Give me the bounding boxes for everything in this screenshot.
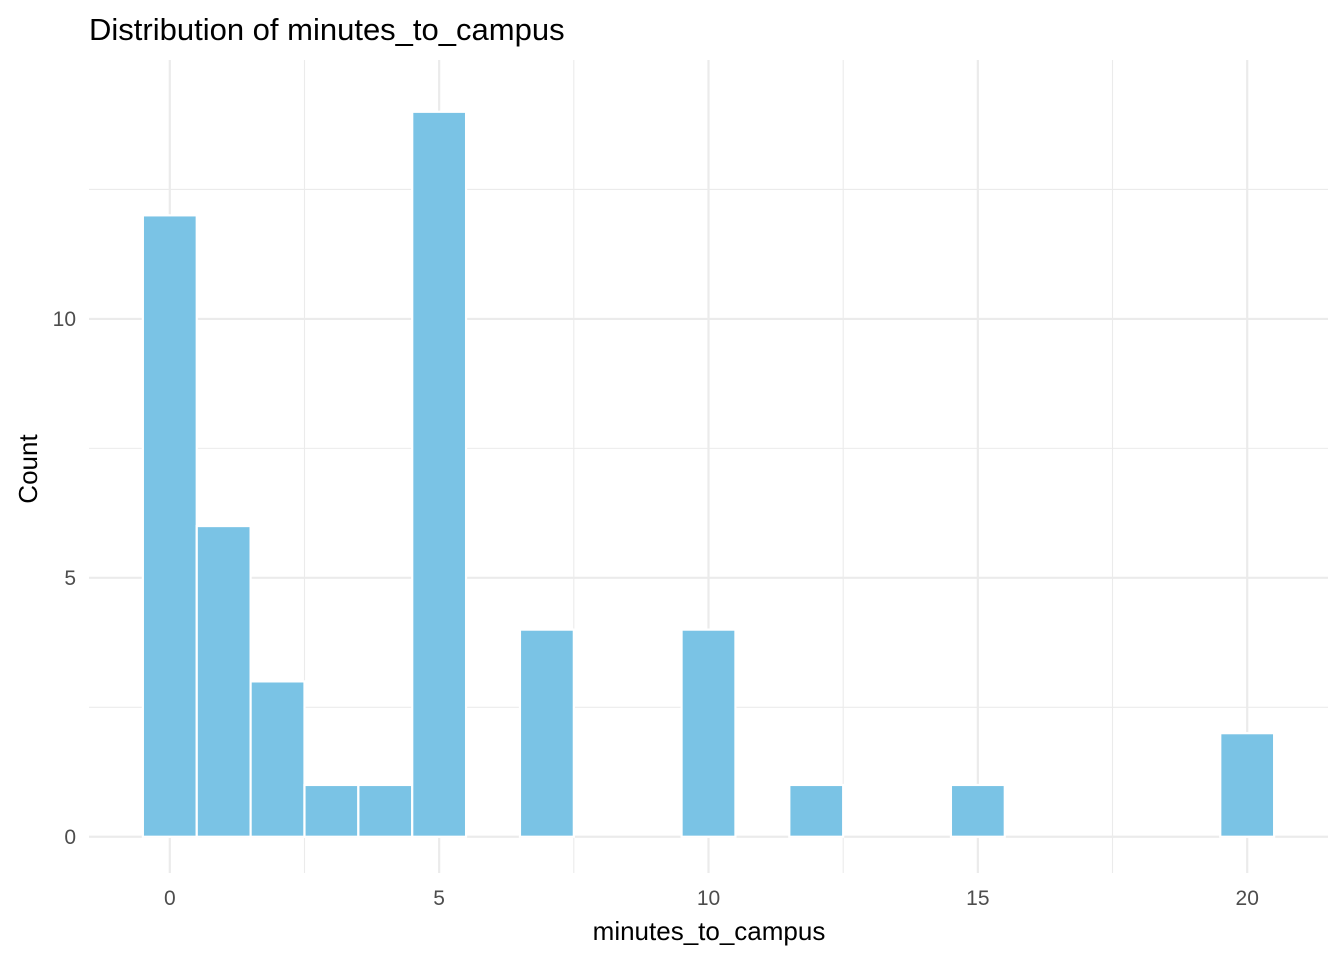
x-tick-label: 15	[966, 887, 989, 910]
histogram-bar	[518, 628, 575, 838]
histogram-bar	[303, 783, 360, 838]
y-tick-labels: 0 5 10	[53, 308, 76, 849]
histogram-bar	[195, 524, 252, 838]
histogram-bar	[357, 783, 414, 838]
x-tick-label: 10	[697, 887, 720, 910]
bars	[141, 110, 1276, 838]
histogram-bar	[141, 214, 198, 838]
histogram-bar	[680, 628, 737, 838]
histogram-bar	[411, 110, 468, 838]
x-tick-label: 0	[164, 887, 176, 910]
x-axis-title: minutes_to_campus	[593, 916, 826, 946]
y-tick-label: 10	[53, 308, 76, 331]
histogram-bar	[949, 783, 1006, 838]
histogram-bar	[788, 783, 845, 838]
y-tick-label: 5	[64, 567, 76, 590]
chart-title: Distribution of minutes_to_campus	[89, 12, 565, 47]
histogram-bar	[1219, 732, 1276, 838]
x-tick-label: 5	[433, 887, 445, 910]
y-tick-label: 0	[64, 826, 76, 849]
x-tick-labels: 0 5 10 15 20	[164, 887, 1259, 910]
x-tick-label: 20	[1236, 887, 1259, 910]
histogram-bar	[249, 680, 306, 838]
y-axis-title: Count	[13, 434, 43, 504]
